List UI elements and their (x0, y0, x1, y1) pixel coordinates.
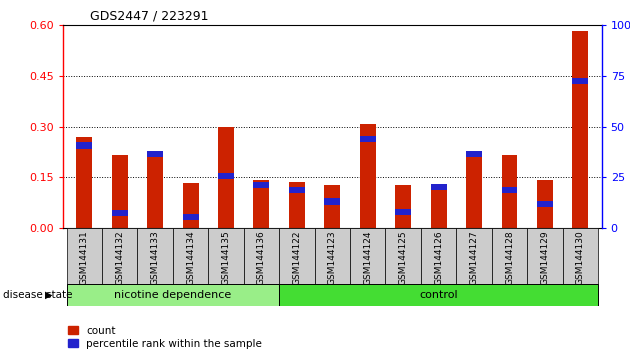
Bar (350, 228, 386, 285)
Bar (537, 201, 553, 207)
Bar (279, 228, 314, 285)
Bar (67, 284, 279, 306)
Bar (218, 127, 234, 228)
Bar (501, 187, 517, 193)
Text: GSM144136: GSM144136 (257, 230, 266, 285)
Text: GSM144129: GSM144129 (541, 230, 549, 285)
Text: control: control (420, 290, 458, 300)
Bar (67, 228, 102, 285)
Bar (324, 185, 340, 228)
Text: ▶: ▶ (45, 290, 52, 300)
Bar (253, 182, 270, 188)
Text: GSM144133: GSM144133 (151, 230, 159, 285)
Bar (501, 155, 517, 228)
Bar (102, 228, 137, 285)
Bar (466, 155, 482, 228)
Bar (147, 151, 163, 157)
Text: GSM144122: GSM144122 (292, 230, 301, 285)
Bar (537, 180, 553, 228)
Text: GDS2447 / 223291: GDS2447 / 223291 (90, 9, 209, 22)
Bar (360, 136, 375, 142)
Bar (314, 228, 350, 285)
Bar (573, 31, 588, 228)
Bar (137, 228, 173, 285)
Legend: count, percentile rank within the sample: count, percentile rank within the sample (68, 326, 262, 349)
Bar (76, 137, 92, 228)
Bar (289, 182, 305, 228)
Bar (527, 228, 563, 285)
Bar (563, 228, 598, 285)
Text: GSM144135: GSM144135 (222, 230, 231, 285)
Bar (183, 214, 198, 220)
Text: GSM144124: GSM144124 (364, 230, 372, 285)
Bar (173, 228, 209, 285)
Text: GSM144131: GSM144131 (80, 230, 89, 285)
Text: GSM144130: GSM144130 (576, 230, 585, 285)
Text: GSM144126: GSM144126 (434, 230, 443, 285)
Bar (279, 284, 598, 306)
Text: disease state: disease state (3, 290, 72, 300)
Bar (112, 210, 128, 216)
Text: GSM144132: GSM144132 (115, 230, 124, 285)
Bar (218, 173, 234, 179)
Text: nicotine dependence: nicotine dependence (114, 290, 231, 300)
Bar (466, 151, 482, 157)
Bar (395, 185, 411, 228)
Text: GSM144125: GSM144125 (399, 230, 408, 285)
Text: GSM144128: GSM144128 (505, 230, 514, 285)
Text: GSM144123: GSM144123 (328, 230, 337, 285)
Bar (76, 143, 92, 149)
Bar (183, 183, 198, 228)
Bar (456, 228, 492, 285)
Bar (147, 155, 163, 228)
Bar (112, 155, 128, 228)
Bar (244, 228, 279, 285)
Bar (492, 228, 527, 285)
Bar (324, 199, 340, 205)
Bar (289, 187, 305, 193)
Bar (386, 228, 421, 285)
Bar (421, 228, 456, 285)
Text: GSM144134: GSM144134 (186, 230, 195, 285)
Bar (209, 228, 244, 285)
Bar (431, 183, 447, 228)
Bar (360, 124, 375, 228)
Bar (253, 180, 270, 228)
Text: GSM144127: GSM144127 (469, 230, 479, 285)
Bar (431, 184, 447, 190)
Bar (573, 78, 588, 84)
Bar (395, 209, 411, 215)
